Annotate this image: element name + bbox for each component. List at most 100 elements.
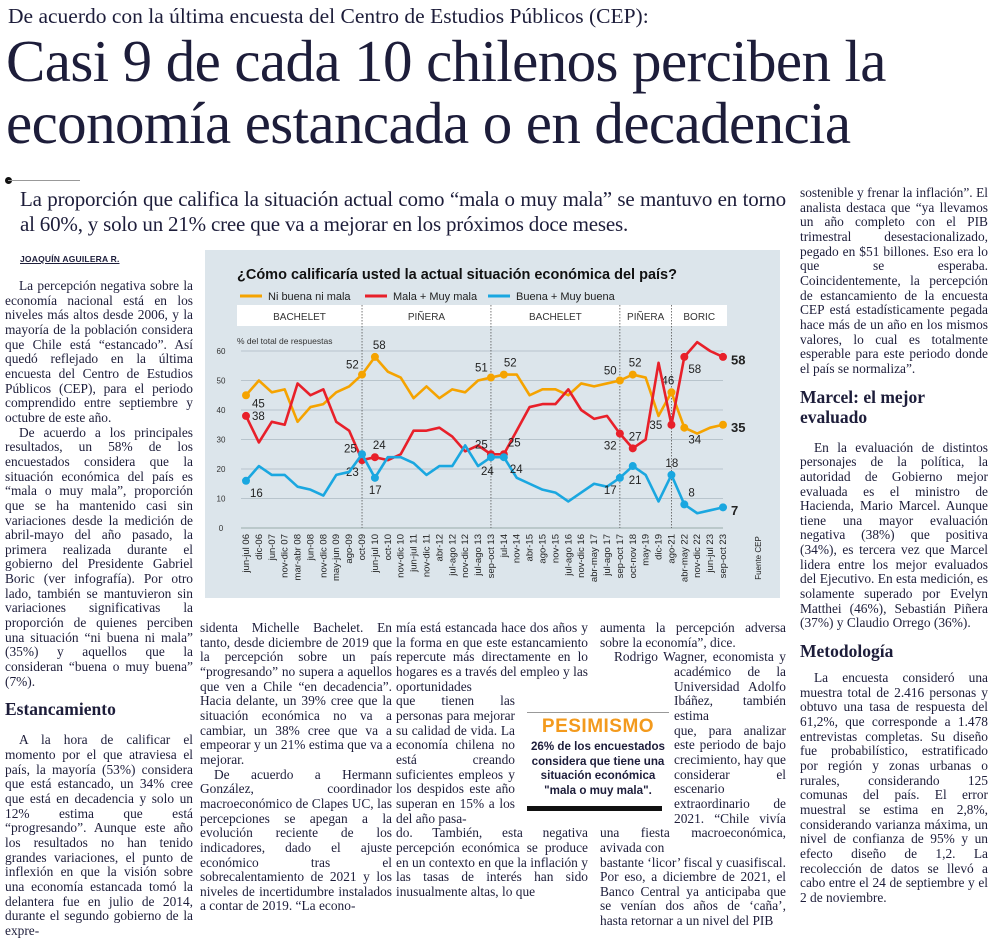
- data-point: [358, 450, 367, 459]
- paragraph: La percepción negativa sobre la economía…: [5, 278, 193, 425]
- paragraph: sostenible y frenar la inflación”. El an…: [800, 185, 988, 376]
- y-tick-label: 50: [217, 377, 226, 386]
- headline-line-1: Casi 9 de cada 10 chilenos perciben la: [6, 28, 886, 94]
- data-label: 24: [481, 466, 494, 478]
- data-point: [667, 420, 676, 429]
- x-tick-label: dic-19: [654, 534, 665, 560]
- data-label: 27: [629, 431, 642, 443]
- divider: [8, 180, 80, 181]
- paragraph: De acuerdo a Hermann González, coordinad…: [200, 766, 392, 914]
- y-tick-label: 40: [217, 406, 226, 415]
- deck: La proporción que califica la situación …: [20, 187, 786, 236]
- period-band: [237, 305, 727, 326]
- x-tick-label: jul-ago 16: [563, 534, 574, 577]
- pullquote-rule: [527, 712, 669, 713]
- data-label: 32: [604, 441, 617, 453]
- x-tick-label: nov-15: [550, 534, 561, 563]
- x-tick-label: abr-may 17: [589, 534, 600, 582]
- x-tick-label: oct-10: [383, 534, 394, 560]
- data-point: [358, 370, 367, 379]
- data-label: 16: [250, 488, 263, 500]
- column-1: La percepción negativa sobre la economía…: [5, 278, 193, 939]
- legend-label: Mala + Muy mala: [393, 291, 478, 303]
- x-tick-label: jul-14: [499, 534, 510, 558]
- data-label: 52: [629, 358, 642, 370]
- y-tick-label: 60: [217, 347, 226, 356]
- y-axis-label: % del total de respuestas: [237, 336, 332, 346]
- legend-label: Ni buena ni mala: [268, 291, 351, 303]
- x-tick-label: may-19: [641, 534, 652, 566]
- data-point: [370, 453, 379, 462]
- y-tick-label: 30: [217, 436, 226, 445]
- x-tick-label: ago-09: [344, 534, 355, 564]
- data-label: 52: [346, 360, 359, 372]
- column-3: mía está estancada hace dos años y la fo…: [396, 620, 588, 899]
- x-tick-label: nov-dic 12: [460, 534, 471, 578]
- data-point: [486, 373, 495, 382]
- chart-panel: ¿Cómo calificaría usted la actual situac…: [205, 250, 780, 598]
- headline-line-2: economía estancada o en decadencia: [6, 90, 851, 156]
- x-tick-label: abr-may 22: [679, 534, 690, 582]
- pullquote-space: [600, 665, 674, 818]
- data-point: [242, 476, 250, 485]
- data-label: 17: [604, 485, 617, 497]
- y-tick-label: 0: [219, 524, 224, 533]
- y-tick-label: 20: [217, 465, 226, 474]
- data-label: 58: [688, 364, 701, 376]
- data-point: [719, 352, 727, 361]
- pullquote-text: 26% de los encuestados considera que tie…: [530, 740, 666, 797]
- pullquote-title: PESIMISMO: [541, 716, 655, 737]
- subhead-marcel: Marcel: el mejor evaluado: [800, 386, 925, 427]
- data-point: [680, 352, 689, 361]
- column-5: sostenible y frenar la inflación”. El an…: [800, 185, 988, 906]
- data-label: 50: [604, 366, 617, 378]
- paragraph: La encuesta consideró una muestra total …: [800, 670, 988, 905]
- data-label: 46: [661, 375, 674, 387]
- x-tick-label: ago-21: [666, 534, 677, 564]
- data-point: [680, 500, 689, 509]
- data-point: [370, 473, 379, 482]
- paragraph: De acuerdo a los principales resultados,…: [5, 424, 193, 689]
- x-tick-label: dic-06: [254, 534, 265, 560]
- x-tick-label: jul-ago 12: [447, 534, 458, 577]
- data-label: 35: [731, 420, 745, 435]
- data-label: 25: [475, 439, 488, 451]
- paragraph: sidenta Michelle Bachelet. En tanto, des…: [200, 620, 392, 767]
- paragraph: En la evaluación de distintos personajes…: [800, 439, 988, 631]
- data-point: [719, 420, 727, 429]
- line-chart: ¿Cómo calificaría usted la actual situac…: [217, 267, 763, 582]
- x-tick-label: jun-jul 06: [241, 534, 252, 574]
- x-tick-label: sep-oct 23: [718, 534, 729, 578]
- x-tick-label: jun-jul 10: [370, 534, 381, 574]
- x-tick-label: sep-oct 17: [615, 534, 626, 578]
- kicker: De acuerdo con la última encuesta del Ce…: [8, 4, 649, 28]
- x-tick-label: jun-jul 23: [705, 534, 716, 574]
- x-tick-label: nov-dic 08: [318, 534, 329, 578]
- x-tick-label: nov-14: [512, 534, 523, 563]
- data-point: [615, 473, 624, 482]
- x-tick-label: jun-jul 11: [409, 534, 420, 573]
- x-tick-label: jun-08: [305, 534, 316, 561]
- data-label: 7: [731, 503, 738, 518]
- period-label: PIÑERA: [627, 310, 665, 323]
- data-label: 35: [649, 420, 662, 432]
- data-point: [628, 444, 637, 453]
- paragraph: do. También, esta negativa percepción ec…: [396, 825, 588, 899]
- data-point: [486, 453, 495, 462]
- x-tick-label: jun-07: [267, 534, 278, 561]
- x-tick-label: nov-dic 11: [421, 534, 432, 577]
- paragraph: que tienen las personas para mejorar su …: [396, 693, 515, 826]
- data-point: [499, 453, 508, 462]
- data-point: [667, 470, 676, 479]
- series-line: [245, 355, 724, 435]
- data-point: [628, 462, 637, 471]
- x-tick-label: oct-09: [357, 534, 368, 560]
- paragraph: Rodrigo Wagner, economista y académico d…: [614, 649, 786, 723]
- data-label: 18: [665, 458, 678, 470]
- x-tick-label: oct-nov 18: [628, 534, 639, 578]
- period-label: BACHELET: [273, 312, 326, 323]
- chart-source: Fuente CEP: [754, 536, 763, 580]
- data-label: 58: [731, 352, 745, 367]
- x-tick-label: abr-12: [434, 534, 445, 561]
- period-label: PIÑERA: [408, 310, 446, 323]
